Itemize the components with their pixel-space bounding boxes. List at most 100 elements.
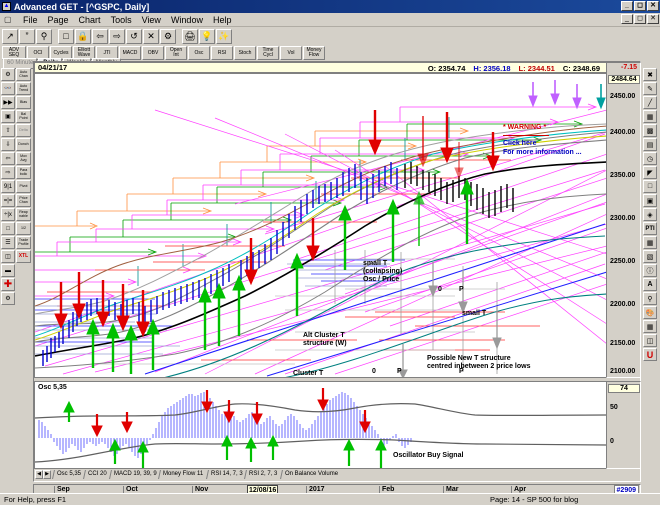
pane-divider[interactable] (34, 378, 606, 381)
magnet-icon[interactable]: ⚙ (1, 68, 15, 81)
bar-chart-icon[interactable]: ▦ (643, 110, 657, 123)
warning-more-info[interactable]: For more information ... (503, 149, 582, 156)
arrow-right-icon[interactable]: ⇨ (1, 166, 15, 179)
arrow-up-icon[interactable]: ⇧ (1, 124, 15, 137)
next-page-icon[interactable]: ⇨ (109, 28, 125, 44)
open-lock-icon[interactable]: 🔒 (75, 28, 91, 44)
magnifier-icon[interactable]: ⚲ (643, 292, 657, 305)
delete-icon[interactable]: ✕ (143, 28, 159, 44)
indicator-button-open-int[interactable]: Open Int (165, 46, 187, 60)
osc-tab-macd[interactable]: MACD 19, 39, 9 (108, 470, 161, 479)
cursor-icon[interactable]: ↗ (2, 28, 18, 44)
indicator-button-vol[interactable]: Vol (280, 46, 302, 60)
menu-item-window[interactable]: Window (170, 14, 203, 25)
menu-item-help[interactable]: Help (212, 14, 232, 25)
minimize-button[interactable]: _ (621, 1, 633, 11)
study-button-delta[interactable]: Delta (16, 124, 31, 137)
palette-icon[interactable]: 🎨 (643, 306, 657, 319)
wizard-icon[interactable]: ✨ (216, 28, 232, 44)
tab-scroll-right-icon[interactable]: ▶ (43, 470, 51, 479)
info-icon[interactable]: ⓘ (643, 264, 657, 277)
add-plus-icon[interactable]: ✚ (1, 278, 15, 291)
study-button-price-channel[interactable]: Price Chan (16, 194, 31, 207)
menu-item-view[interactable]: View (141, 14, 161, 25)
osc-tab-osc[interactable]: Osc 5,35 (52, 470, 85, 479)
trendline-icon[interactable]: ╱ (643, 96, 657, 109)
study-button-half[interactable]: 1/2 (16, 222, 31, 235)
study-button-parabolic[interactable]: Para bolic (16, 166, 31, 179)
print-icon[interactable]: 🖨 (182, 28, 198, 44)
boxes-icon[interactable]: ◫ (1, 250, 15, 263)
binoculars-icon[interactable]: 👓 (1, 82, 15, 95)
help-icon[interactable]: 💡 (199, 28, 215, 44)
candle-chart-icon[interactable]: ▩ (643, 124, 657, 137)
price-axis[interactable]: -7.15 2484.64 2450.00 2400.00 2350.00 23… (606, 62, 641, 378)
indicator-button-oci[interactable]: OCI (27, 46, 49, 60)
crosshair-icon[interactable]: ✖ (643, 68, 657, 81)
text-icon[interactable]: A (643, 278, 657, 291)
indicator-button-elliott-wave[interactable]: Elliott Wave (73, 46, 95, 60)
close-button[interactable]: ✕ (647, 1, 659, 11)
indicator-button-macd[interactable]: MACD (119, 46, 141, 60)
pencil-icon[interactable]: ✎ (643, 82, 657, 95)
clock-icon[interactable]: ◷ (643, 152, 657, 165)
osc-tab-cci[interactable]: CCI 20 (83, 470, 111, 479)
study-button-auto-trend[interactable]: Auto Trend (16, 82, 31, 95)
study-button-reapnable[interactable]: Reap nable (16, 208, 31, 221)
search-icon[interactable]: ⚲ (36, 28, 52, 44)
undo-u-button[interactable]: U (643, 348, 657, 361)
study-button-bias[interactable]: Bias (16, 96, 31, 109)
child-close-button[interactable]: ✕ (647, 14, 659, 24)
indicator-button-time-cycles[interactable]: Time Cycl (257, 46, 279, 60)
study-button-moving-average[interactable]: Mov Avg (16, 152, 31, 165)
indicator-button-osc[interactable]: Osc (188, 46, 210, 60)
arrow-down-icon[interactable]: ⇩ (1, 138, 15, 151)
child-minimize-button[interactable]: _ (621, 14, 633, 24)
new-document-icon[interactable]: □ (58, 28, 74, 44)
study-button-pivot[interactable]: Pivot (16, 180, 31, 193)
copy-icon[interactable]: ◫ (643, 334, 657, 347)
tab-scroll-left-icon[interactable]: ◀ (35, 470, 43, 479)
osc-tab-rsi2[interactable]: RSI 2, 7, 3 (244, 470, 282, 479)
menu-item-chart[interactable]: Chart (78, 14, 101, 25)
grid-icon[interactable]: ▦ (643, 236, 657, 249)
ratio-icon[interactable]: 9|1 (1, 180, 15, 193)
fill-icon[interactable]: ▬ (1, 264, 15, 277)
calc-icon[interactable]: ▦ (643, 320, 657, 333)
window-icon[interactable]: □ (1, 222, 15, 235)
osc-tab-obv[interactable]: On Balance Volume (279, 470, 342, 479)
fan-icon[interactable]: ◤ (643, 166, 657, 179)
pti-button[interactable]: PTI (643, 222, 657, 235)
menu-item-file[interactable]: File (23, 14, 38, 25)
arrow-left-icon[interactable]: ⇦ (1, 152, 15, 165)
line-chart-icon[interactable]: ▤ (643, 138, 657, 151)
menu-item-page[interactable]: Page (47, 14, 69, 25)
divide-icon[interactable]: ÷|x (1, 208, 15, 221)
osc-tab-money-flow[interactable]: Money Flow 11 (158, 470, 208, 479)
oscillator-axis[interactable]: 74 50 0 (606, 381, 641, 469)
square-icon[interactable]: □ (643, 180, 657, 193)
study-button-balance-point[interactable]: Bal Point (16, 110, 31, 123)
refresh-icon[interactable]: ↺ (126, 28, 142, 44)
warning-click-here[interactable]: Click here (503, 140, 537, 147)
prev-page-icon[interactable]: ⇦ (92, 28, 108, 44)
price-chart-pane[interactable]: * WARNING * Click here For more informat… (34, 73, 606, 378)
scroll-right-icon[interactable]: ▶▶ (1, 96, 15, 109)
osc-tab-rsi14[interactable]: RSI 14, 7, 3 (205, 470, 247, 479)
indicator-button-money-flow[interactable]: Money Flow (303, 46, 325, 60)
study-button-donchian[interactable]: Donch (16, 138, 31, 151)
screen-icon[interactable]: ▣ (643, 194, 657, 207)
study-button-trade-profile[interactable]: Trade Profile (16, 236, 31, 249)
indicator-button-rsi[interactable]: RSI (211, 46, 233, 60)
restore-button[interactable]: ◻ (634, 1, 646, 11)
indicator-button-stoch[interactable]: Stoch (234, 46, 256, 60)
study-button-xtl[interactable]: XTL (16, 250, 31, 263)
color-icon[interactable]: ▧ (643, 250, 657, 263)
eraser-icon[interactable]: ◈ (643, 208, 657, 221)
zoom-box-icon[interactable]: ▣ (1, 110, 15, 123)
lines-icon[interactable]: ☰ (1, 236, 15, 249)
menu-item-tools[interactable]: Tools (110, 14, 132, 25)
quote-icon[interactable]: ” (19, 28, 35, 44)
child-restore-button[interactable]: ◻ (634, 14, 646, 24)
indicator-button-obv[interactable]: OBV (142, 46, 164, 60)
